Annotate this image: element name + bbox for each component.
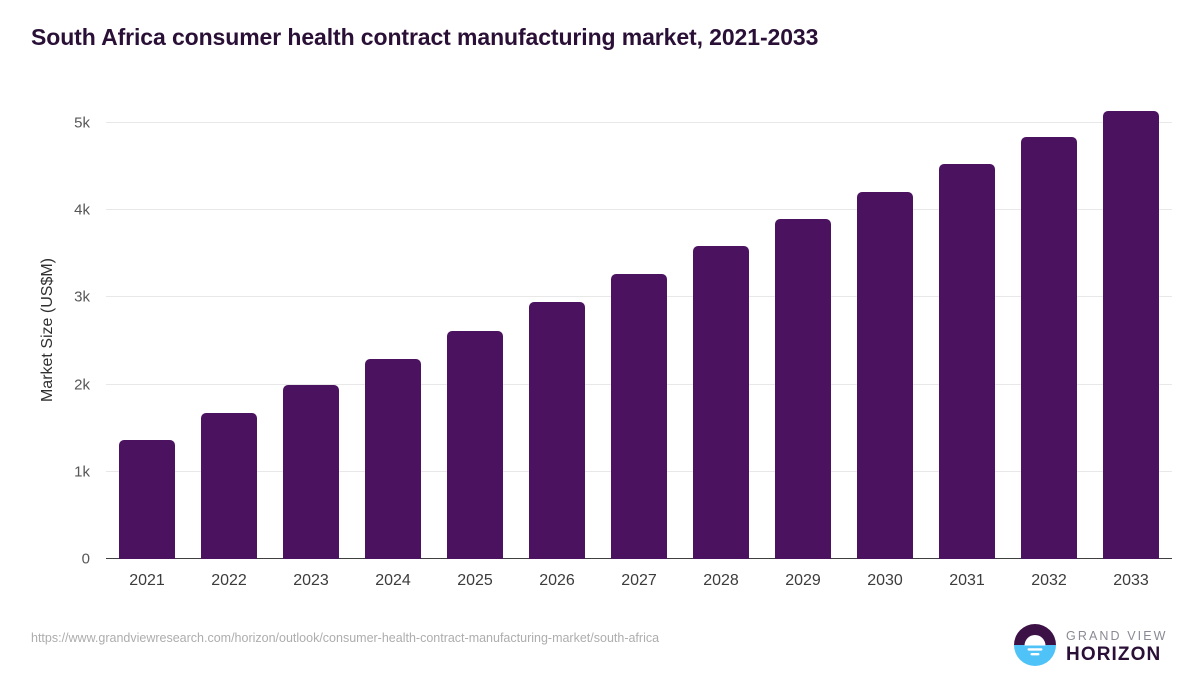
x-axis-tick-label: 2024 (375, 572, 411, 589)
bar[interactable] (447, 331, 503, 559)
bar[interactable] (283, 385, 339, 559)
plot-area: 0 1k 2k 3k 4k 5k Market Size (US$M) 2021 2022 2… (39, 100, 1172, 589)
x-axis-tick-label: 2030 (867, 572, 903, 589)
bar-group: 2032 (1008, 100, 1090, 589)
y-axis-tick-label: 0 (81, 550, 90, 568)
bar[interactable] (119, 440, 175, 559)
brand-logo: GRAND VIEW HORIZON (1013, 623, 1173, 672)
bar-group: 2022 (188, 100, 270, 589)
x-axis-tick-label: 2031 (949, 572, 985, 589)
logo-line-grand-view: GRAND VIEW (1066, 628, 1168, 643)
bar[interactable] (1103, 110, 1159, 559)
y-axis-tick-label: 2k (74, 376, 90, 394)
bar-group: 2028 (680, 100, 762, 589)
bar[interactable] (611, 273, 667, 559)
bar[interactable] (775, 218, 831, 559)
bar[interactable] (201, 412, 257, 559)
y-axis-tick-label: 4k (74, 201, 90, 219)
x-axis-tick-label: 2021 (129, 572, 165, 589)
bar-group: 2025 (434, 100, 516, 589)
bar[interactable] (365, 359, 421, 559)
gridline (106, 122, 1172, 123)
bar-group: 2026 (516, 100, 598, 589)
y-axis-tick-label: 5k (74, 114, 90, 132)
y-axis-tick-label: 1k (74, 463, 90, 481)
x-axis-tick-label: 2025 (457, 572, 493, 589)
bar-group: 2027 (598, 100, 680, 589)
bar-group: 2031 (926, 100, 1008, 589)
bar-group: 2021 (106, 100, 188, 589)
bar[interactable] (693, 245, 749, 559)
logo-line-horizon: HORIZON (1066, 644, 1162, 666)
bar-group: 2024 (352, 100, 434, 589)
logo-wordmark: GRAND VIEW HORIZON (1066, 630, 1168, 665)
source-url-text: https://www.grandviewresearch.com/horizo… (31, 631, 660, 645)
bar[interactable] (857, 191, 913, 559)
x-axis-tick-label: 2029 (785, 572, 821, 589)
bar[interactable] (1021, 136, 1077, 559)
bar-group: 2033 (1090, 100, 1172, 589)
x-axis-tick-label: 2023 (293, 572, 329, 589)
horizon-circle-icon (1013, 623, 1057, 672)
gridline (106, 209, 1172, 211)
x-axis-tick-label: 2022 (211, 572, 247, 589)
y-axis-title: Market Size (US$M) (39, 257, 56, 402)
bar[interactable] (529, 301, 585, 559)
bar-group: 2023 (270, 100, 352, 589)
x-axis-tick-label: 2028 (703, 572, 739, 589)
bar-group: 2029 (762, 100, 844, 589)
x-axis-tick-label: 2026 (539, 572, 575, 589)
x-axis-tick-label: 2033 (1113, 572, 1149, 589)
x-axis-tick-label: 2032 (1031, 572, 1067, 589)
x-axis-tick-label: 2027 (621, 572, 657, 589)
y-axis-tick-label: 3k (74, 288, 90, 306)
bar[interactable] (939, 163, 995, 559)
bar-group: 2030 (844, 100, 926, 589)
bars-layer: 2021 2022 2023 2024 2025 2026 2027 2028 2029 2030… (106, 100, 1172, 589)
page-title: South Africa consumer health contract ma… (31, 24, 819, 50)
